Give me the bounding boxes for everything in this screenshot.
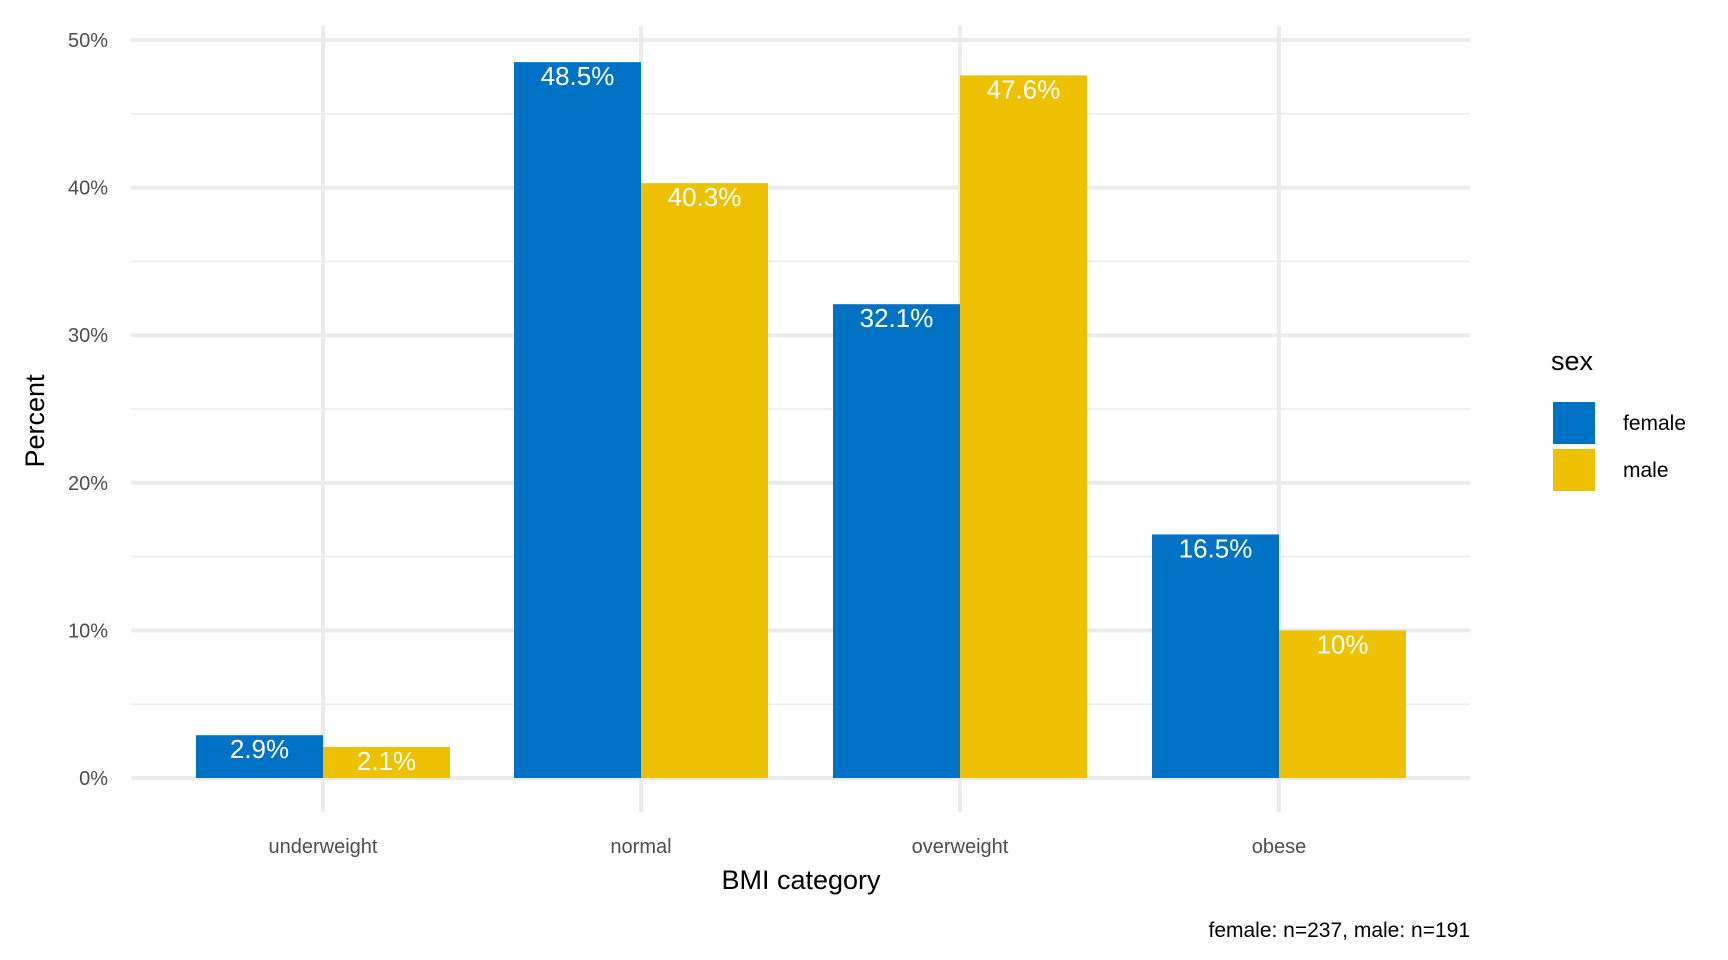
bar-label-male-overweight: 47.6% bbox=[987, 74, 1061, 104]
bar-label-female-overweight: 32.1% bbox=[860, 303, 934, 333]
bar-female-underweight bbox=[196, 735, 323, 778]
bar-female-obese bbox=[1152, 534, 1279, 778]
y-tick-label: 30% bbox=[68, 325, 108, 347]
bar-female-normal bbox=[514, 62, 641, 778]
bar-label-male-normal: 40.3% bbox=[668, 182, 742, 212]
bar-label-female-obese: 16.5% bbox=[1179, 533, 1253, 563]
bar-label-male-obese: 10% bbox=[1316, 629, 1368, 659]
legend-label-male: male bbox=[1623, 459, 1669, 482]
bar-male-underweight bbox=[323, 747, 450, 778]
x-tick-label: obese bbox=[1252, 836, 1307, 858]
x-tick-label: normal bbox=[610, 836, 671, 858]
legend-swatch-male bbox=[1553, 449, 1595, 491]
legend-swatch-female bbox=[1553, 402, 1595, 444]
y-axis-ticks: 0% 10% 20% 30% 40% 50% bbox=[68, 30, 108, 790]
legend-label-female: female bbox=[1623, 412, 1686, 435]
legend: sex female male bbox=[1551, 346, 1686, 491]
y-tick-label: 10% bbox=[68, 620, 108, 642]
y-tick-label: 40% bbox=[68, 178, 108, 200]
bar-female-overweight bbox=[833, 304, 960, 778]
y-tick-label: 0% bbox=[79, 768, 108, 790]
bar-male-overweight bbox=[960, 75, 1087, 778]
y-axis-title: Percent bbox=[20, 374, 50, 468]
x-tick-label: underweight bbox=[269, 836, 378, 858]
caption: female: n=237, male: n=191 bbox=[1208, 919, 1470, 942]
y-tick-label: 50% bbox=[68, 30, 108, 52]
bar-labels: 2.9% 48.5% 32.1% 16.5% 2.1% 40.3% 47.6% 10% bbox=[230, 61, 1369, 776]
bar-label-female-normal: 48.5% bbox=[541, 61, 615, 91]
x-axis-title: BMI category bbox=[721, 865, 881, 895]
y-tick-label: 20% bbox=[68, 473, 108, 495]
x-axis-ticks: underweight normal overweight obese bbox=[269, 836, 1307, 858]
bar-male-normal bbox=[641, 183, 768, 778]
x-tick-label: overweight bbox=[912, 836, 1009, 858]
bars bbox=[196, 62, 1406, 778]
bar-label-female-underweight: 2.9% bbox=[230, 734, 289, 764]
bar-male-obese bbox=[1279, 630, 1406, 778]
legend-title: sex bbox=[1551, 346, 1594, 376]
bar-label-male-underweight: 2.1% bbox=[357, 746, 416, 776]
